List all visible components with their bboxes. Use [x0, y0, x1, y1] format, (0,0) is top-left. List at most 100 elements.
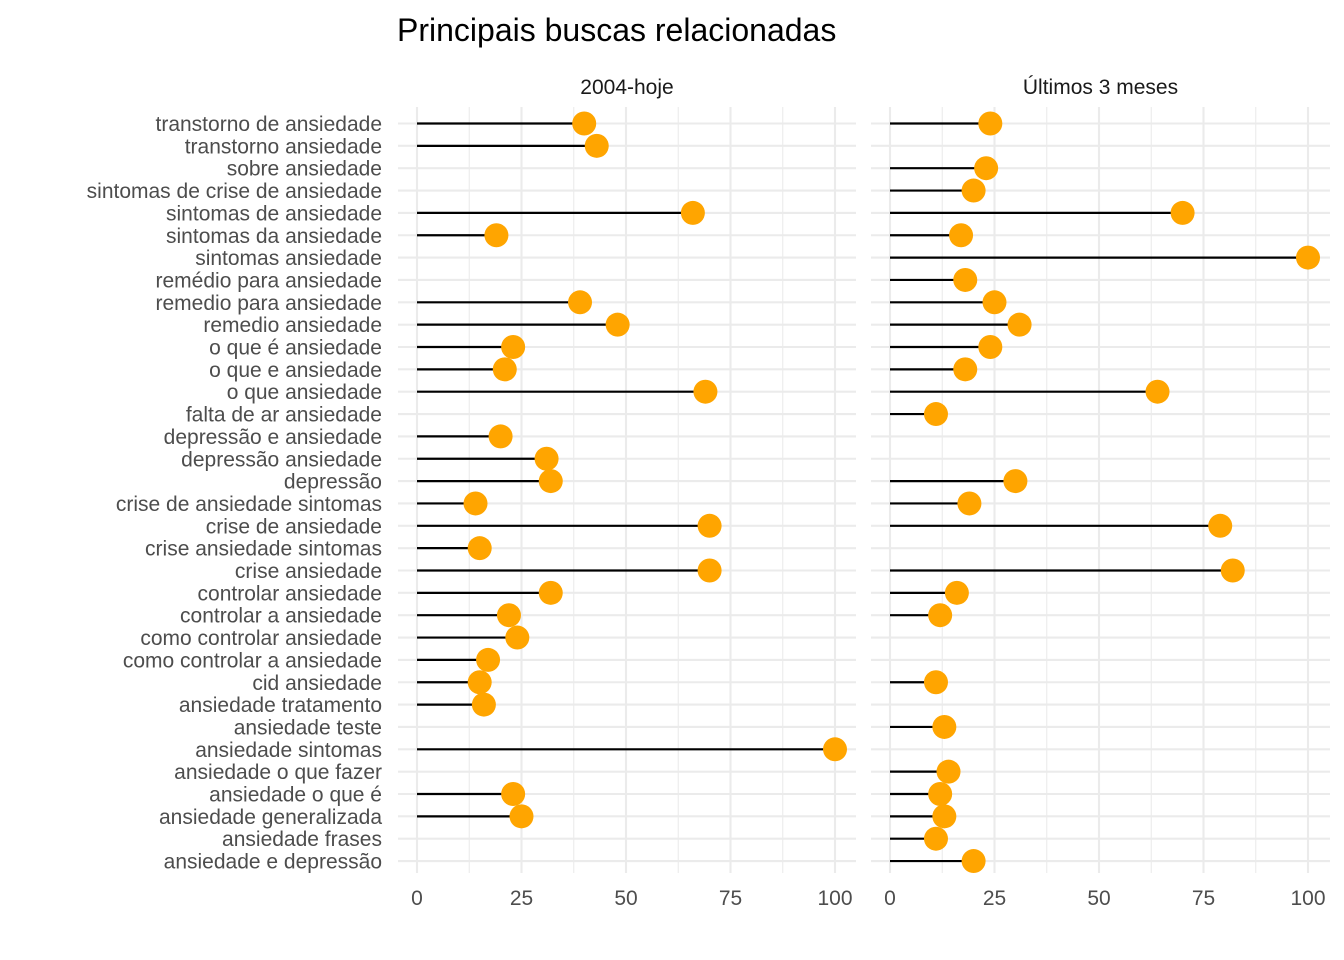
lollipop-point — [961, 849, 986, 874]
lollipop-point — [923, 402, 948, 427]
lollipop-point — [467, 670, 492, 695]
lollipop-point — [568, 290, 593, 315]
facet-strip-label: 2004-hoje — [580, 76, 673, 99]
x-axis-ticks: 0 25 50 75 100 0 25 50 75 100 — [411, 887, 1325, 910]
lollipop-point — [949, 223, 974, 248]
y-category-label: controlar a ansiedade — [180, 605, 382, 628]
lollipop-point — [974, 156, 999, 181]
lollipop-point — [1208, 513, 1233, 538]
y-category-label: sintomas da ansiedade — [166, 225, 382, 248]
lollipop-point — [471, 692, 496, 717]
y-category-label: depressão e ansiedade — [164, 426, 382, 449]
facet-strip-label: Últimos 3 meses — [1023, 76, 1178, 99]
facet-strips: 2004-hoje Últimos 3 meses — [580, 76, 1178, 99]
x-tick-label: 0 — [411, 887, 423, 910]
lollipop-point — [923, 670, 948, 695]
lollipop-point — [978, 335, 1003, 359]
lollipop-point — [492, 357, 517, 382]
y-category-label: sintomas de ansiedade — [166, 202, 382, 225]
lollipop-point — [953, 267, 978, 292]
lollipop-point — [467, 536, 492, 561]
lollipop-point — [961, 178, 986, 203]
x-tick-label: 25 — [983, 887, 1006, 910]
y-category-label: ansiedade o que fazer — [174, 761, 382, 784]
lollipop-point — [693, 379, 718, 404]
y-category-label: sintomas de crise de ansiedade — [87, 180, 382, 203]
x-tick-label: 25 — [510, 887, 533, 910]
y-category-label: ansiedade generalizada — [159, 806, 382, 829]
lollipop-point — [1170, 200, 1195, 225]
y-category-label: cid ansiedade — [252, 672, 382, 695]
lollipop-point — [572, 111, 597, 136]
y-category-label: o que ansiedade — [227, 381, 382, 404]
lollipop-point — [1296, 245, 1320, 270]
lollipop-point — [538, 580, 563, 605]
y-category-label: o que é ansiedade — [209, 337, 382, 360]
lollipop-point — [463, 491, 488, 516]
y-category-label: controlar ansiedade — [198, 582, 382, 605]
marks-layer — [417, 111, 1320, 874]
lollipop-point — [1007, 312, 1032, 337]
y-category-label: crise ansiedade sintomas — [145, 538, 382, 561]
lollipop-point — [509, 804, 534, 829]
y-category-label: ansiedade frases — [222, 828, 382, 851]
lollipop-point — [936, 759, 961, 784]
lollipop-point — [488, 424, 513, 449]
y-category-label: sobre ansiedade — [227, 158, 382, 181]
lollipop-point — [534, 446, 559, 471]
lollipop-point — [476, 647, 501, 672]
lollipop-point — [697, 513, 722, 538]
y-category-label: ansiedade sintomas — [195, 739, 382, 762]
y-category-label: o que e ansiedade — [209, 359, 382, 382]
lollipop-point — [501, 335, 526, 359]
lollipop-point — [978, 111, 1003, 136]
lollipop-point — [1220, 558, 1245, 583]
lollipop-point — [605, 312, 630, 337]
lollipop-point — [928, 603, 953, 628]
y-category-label: ansiedade tratamento — [179, 694, 382, 717]
lollipop-point — [1003, 469, 1028, 494]
y-category-label: crise de ansiedade — [206, 515, 382, 538]
y-category-label: crise de ansiedade sintomas — [116, 493, 382, 516]
x-tick-label: 0 — [884, 887, 896, 910]
x-tick-label: 75 — [719, 887, 742, 910]
lollipop-point — [923, 826, 948, 851]
y-category-label: ansiedade teste — [234, 716, 382, 739]
y-category-label: ansiedade o que é — [209, 784, 382, 807]
y-category-label: depressão ansiedade — [181, 448, 382, 471]
lollipop-point — [957, 491, 982, 516]
lollipop-point — [584, 133, 609, 158]
x-tick-label: 100 — [1290, 887, 1325, 910]
y-category-label: remedio para ansiedade — [156, 292, 383, 315]
lollipop-point — [484, 223, 509, 248]
lollipop-point — [932, 804, 957, 829]
lollipop-point — [982, 290, 1007, 315]
y-category-label: falta de ar ansiedade — [186, 404, 382, 427]
x-tick-label: 50 — [1087, 887, 1110, 910]
lollipop-point — [501, 782, 526, 806]
lollipop-point — [697, 558, 722, 583]
y-category-label: como controlar a ansiedade — [123, 649, 382, 672]
x-tick-label: 100 — [817, 887, 852, 910]
y-category-label: como controlar ansiedade — [140, 627, 382, 650]
lollipop-point — [538, 469, 563, 494]
lollipop-point — [953, 357, 978, 382]
y-category-label: remedio ansiedade — [203, 314, 382, 337]
x-tick-label: 75 — [1192, 887, 1215, 910]
y-category-label: depressão — [284, 471, 382, 494]
lollipop-point — [496, 603, 521, 628]
lollipop-point — [928, 782, 953, 806]
lollipop-point — [944, 580, 969, 605]
y-category-label: sintomas ansiedade — [195, 247, 382, 270]
y-category-label: ansiedade e depressão — [164, 851, 382, 874]
lollipop-point — [680, 200, 705, 225]
y-category-label: transtorno de ansiedade — [156, 113, 383, 136]
lollipop-point — [505, 625, 530, 650]
y-category-label: remédio para ansiedade — [156, 269, 383, 292]
y-category-label: transtorno ansiedade — [185, 135, 382, 158]
lollipop-point — [1145, 379, 1170, 404]
lollipop-point — [823, 737, 847, 762]
x-tick-label: 50 — [614, 887, 637, 910]
